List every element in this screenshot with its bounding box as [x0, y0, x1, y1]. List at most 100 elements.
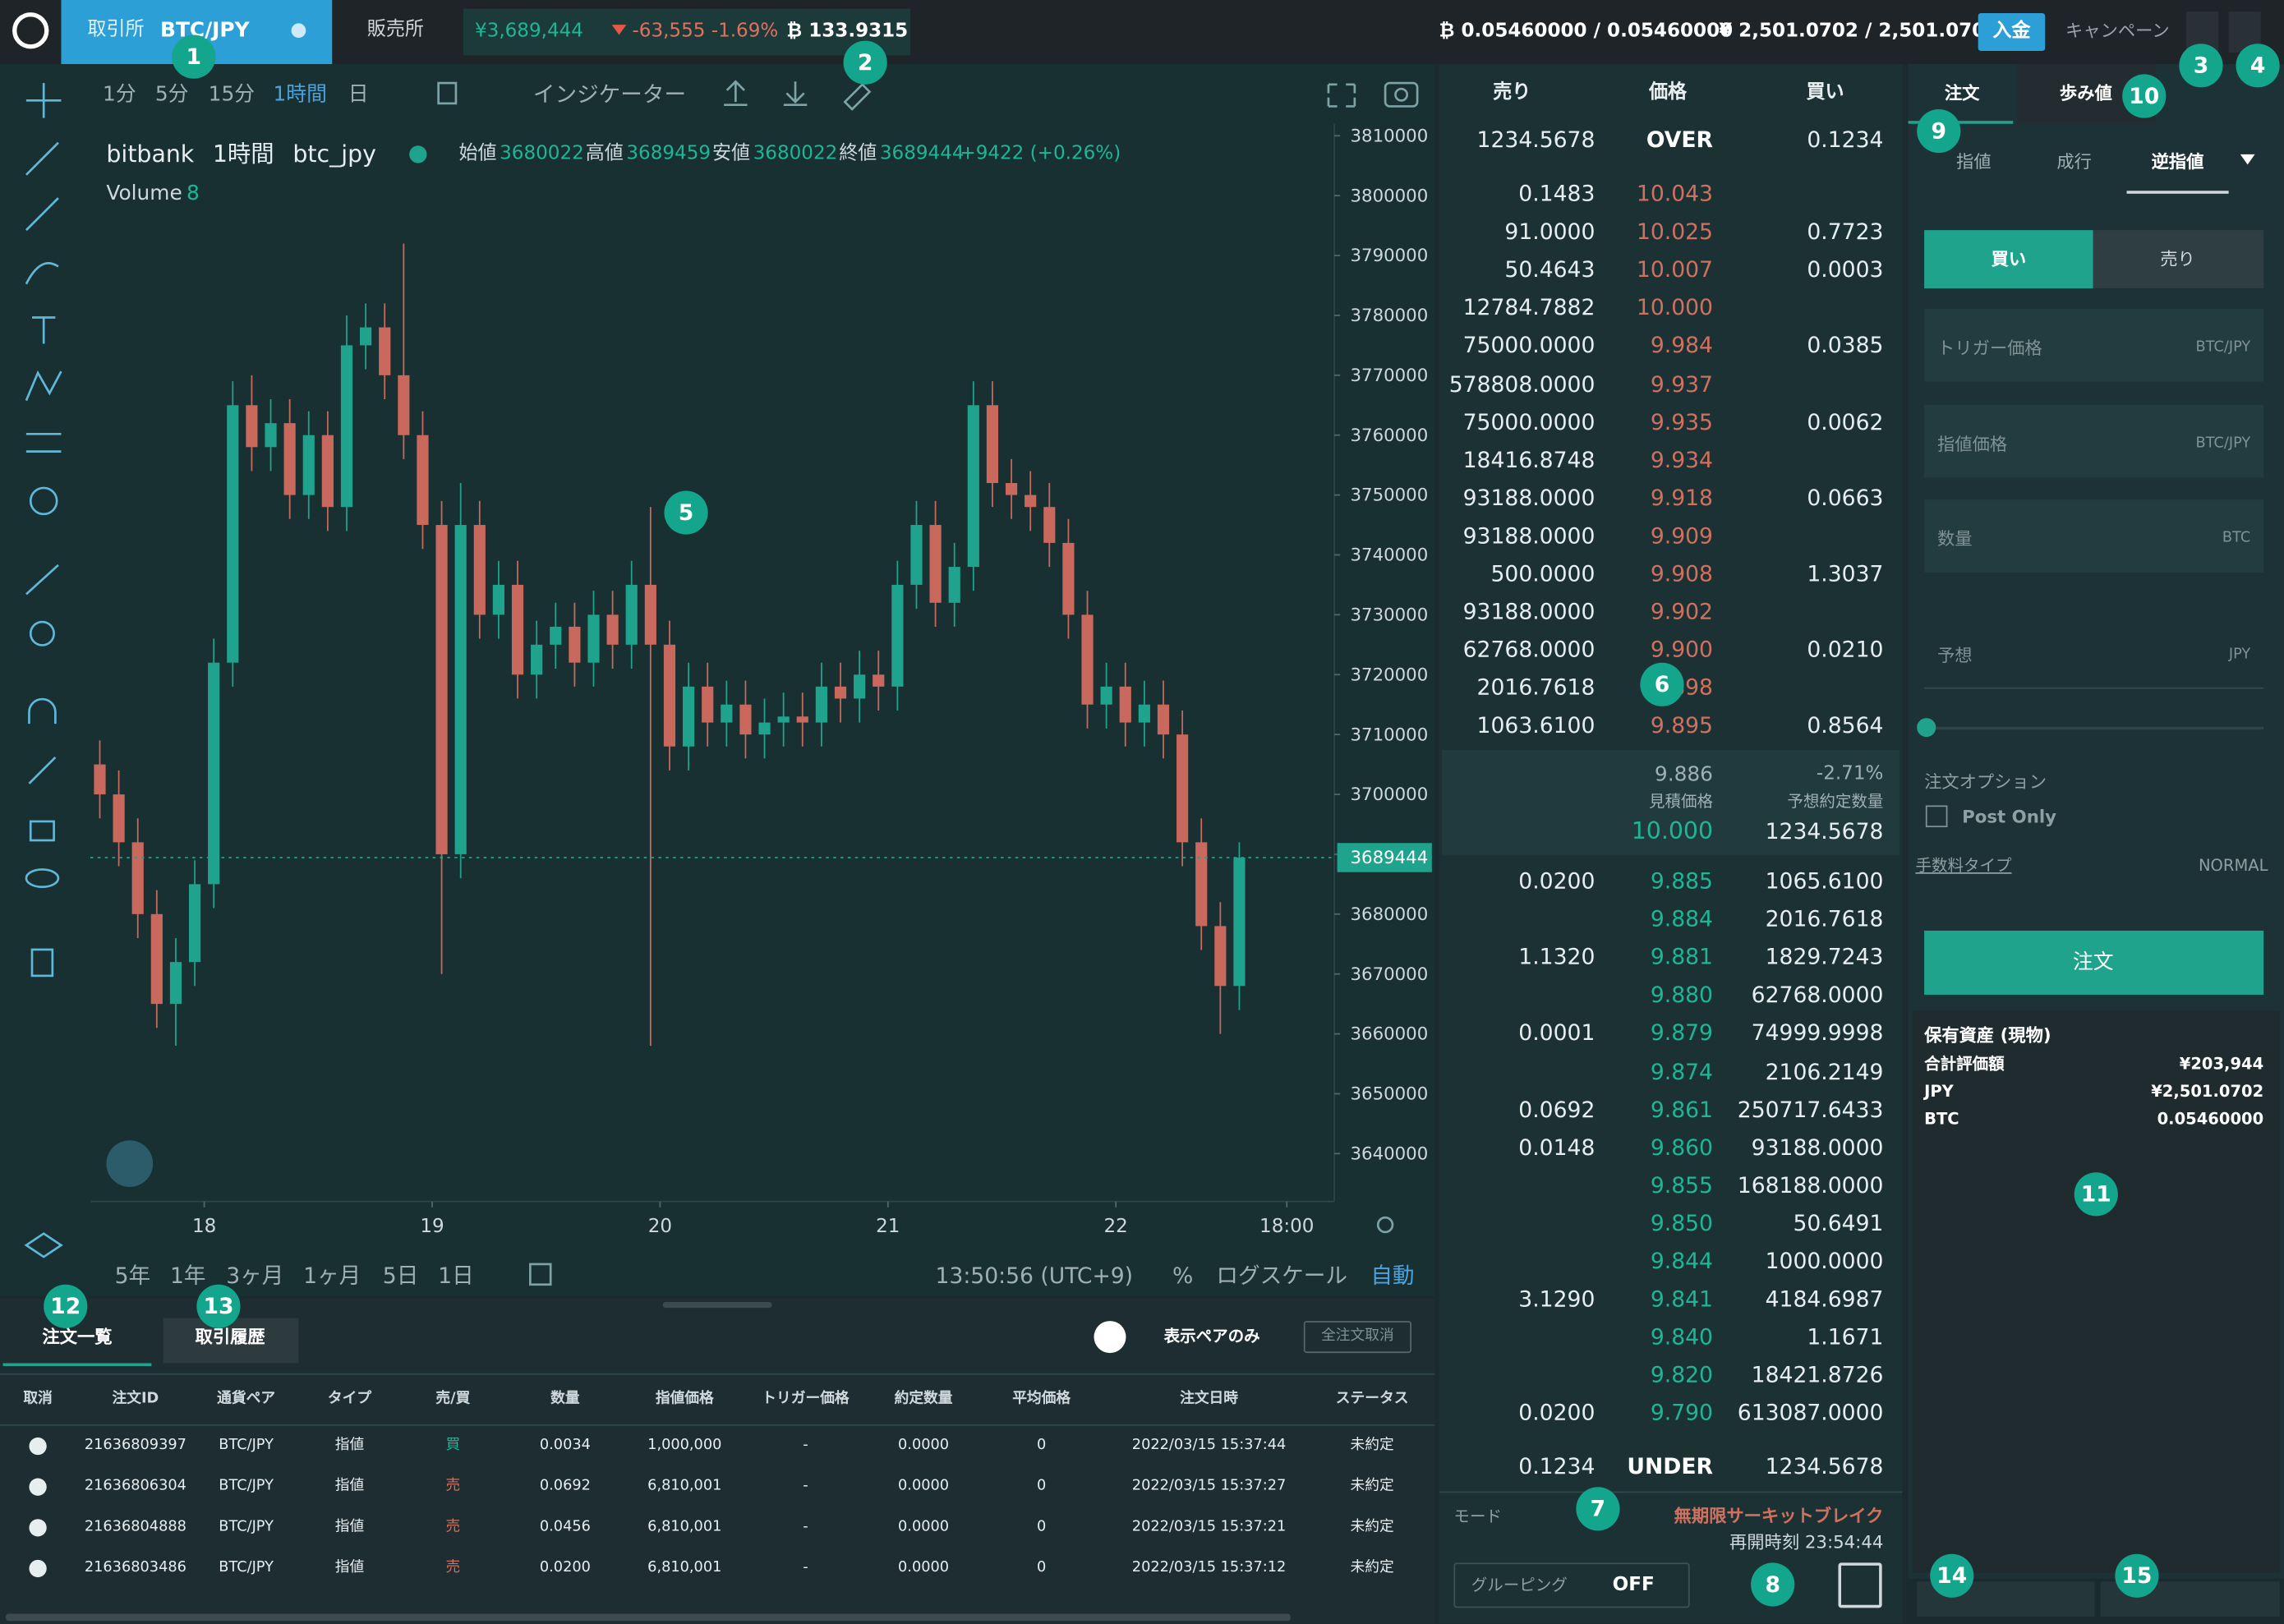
column-header: 指値価格	[655, 1391, 714, 1407]
cell: 未約定	[1350, 1478, 1394, 1495]
y-tick-label: 3800000	[1351, 186, 1429, 206]
book-amount: 250717.6433	[1737, 1096, 1884, 1123]
input-field[interactable]	[1924, 499, 2264, 573]
book-amount: 91.0000	[1504, 219, 1596, 246]
book-price: 9.909	[1650, 522, 1713, 550]
mid-change: -2.71%	[1816, 763, 1884, 785]
interval[interactable]: 日	[348, 83, 369, 107]
form-tab-label[interactable]: 注文	[1944, 83, 1980, 104]
order-type[interactable]: 成行	[2056, 151, 2092, 173]
slider-knob[interactable]	[1917, 718, 1936, 738]
cancel-icon[interactable]	[29, 1437, 47, 1456]
campaign[interactable]: キャンペーン	[2065, 20, 2170, 41]
candle-body	[625, 584, 638, 645]
book-amount: 0.0200	[1518, 867, 1596, 895]
side-buy[interactable]	[1924, 230, 2093, 289]
log-scale[interactable]: ログスケール	[1216, 1263, 1347, 1290]
candle-body	[131, 842, 144, 914]
orders-tab-active[interactable]	[2, 1318, 152, 1367]
book-amount: 1234.5678	[1476, 127, 1596, 154]
range[interactable]: 1年	[169, 1263, 206, 1290]
cell: 21636806304	[84, 1478, 186, 1495]
range[interactable]: 1ヶ月	[303, 1263, 361, 1290]
book-price: 9.879	[1650, 1019, 1713, 1047]
book-price: 9.861	[1650, 1096, 1713, 1123]
annotation-badge: 7	[1576, 1487, 1620, 1531]
book-price: 9.840	[1650, 1323, 1713, 1350]
interval[interactable]: 15分	[208, 83, 256, 107]
interval[interactable]: 1分	[103, 83, 136, 107]
column-header: 注文日時	[1180, 1391, 1239, 1407]
candle-body	[169, 962, 182, 1005]
range[interactable]: 5年	[114, 1263, 151, 1290]
toggle[interactable]	[1094, 1321, 1126, 1354]
ticker-box	[463, 8, 911, 56]
range[interactable]: 1日	[438, 1263, 474, 1290]
order-type[interactable]: 逆指値	[2151, 151, 2204, 173]
interval[interactable]: 1時間	[273, 83, 327, 107]
candle-body	[1177, 734, 1189, 843]
est-qty: 1234.5678	[1765, 818, 1884, 845]
cancel-all[interactable]	[1303, 1321, 1411, 1354]
slider-track	[1925, 726, 2264, 730]
status-dot	[409, 145, 427, 163]
y-tick-label: 3750000	[1351, 485, 1429, 506]
candle-body	[815, 686, 827, 723]
ohlc-label: 高値	[585, 142, 624, 165]
range[interactable]: 5日	[382, 1263, 419, 1290]
drawing-tools	[24, 83, 63, 1258]
candle-body	[360, 327, 372, 346]
grouping: OFF	[1612, 1574, 1655, 1597]
tab[interactable]: 取引所	[87, 19, 145, 41]
indicator[interactable]: インジケーター	[532, 81, 687, 108]
fee-type-label[interactable]: 手数料タイプ	[1915, 856, 2012, 876]
candle-body	[682, 686, 695, 747]
book-price: 9.844	[1650, 1248, 1713, 1275]
cell: 6,810,001	[647, 1559, 722, 1576]
post-only-check[interactable]	[1925, 805, 1948, 828]
column-header: 通貨ペア	[217, 1391, 276, 1407]
form-tab-label[interactable]: 歩み値	[2059, 83, 2112, 104]
tab[interactable]: 販売所	[366, 19, 424, 41]
btc-balance: ₿ 0.05460000 / 0.05460000	[1439, 20, 1734, 43]
book-amount: 0.0062	[1807, 408, 1884, 435]
interval[interactable]: 5分	[154, 83, 189, 107]
percent[interactable]: %	[1172, 1263, 1194, 1290]
input-field[interactable]	[1924, 404, 2264, 478]
auto[interactable]: 自動	[1370, 1263, 1415, 1290]
book-header: 価格	[1648, 81, 1688, 104]
pair-caret[interactable]	[291, 23, 306, 39]
cancel-icon[interactable]	[29, 1559, 47, 1578]
deposit-label: 入金	[1992, 20, 2031, 43]
grouping-box[interactable]	[1453, 1562, 1690, 1608]
candle-body	[302, 435, 315, 495]
change-arrow	[611, 25, 627, 35]
deposit-button[interactable]	[1978, 12, 2046, 52]
side-sell[interactable]	[2093, 230, 2264, 289]
y-tick-label: 3730000	[1351, 605, 1429, 625]
order-type-caret[interactable]	[2240, 154, 2255, 165]
book-price: 9.895	[1650, 712, 1713, 739]
input-field[interactable]	[1924, 308, 2264, 382]
order-type[interactable]: 指値	[1956, 151, 1992, 173]
orders-tab[interactable]	[163, 1318, 299, 1364]
candle-body	[663, 644, 676, 747]
cancel-icon[interactable]	[29, 1478, 47, 1496]
y-tick-label: 3700000	[1351, 784, 1429, 805]
mode-label: モード	[1453, 1507, 1502, 1527]
candle-body	[739, 704, 752, 735]
layout-icon[interactable]	[1838, 1562, 1882, 1608]
cell: 0	[1037, 1519, 1047, 1535]
book-amount: 18416.8748	[1462, 446, 1596, 473]
range[interactable]: 3ヶ月	[226, 1263, 284, 1290]
cancel-icon[interactable]	[29, 1519, 47, 1537]
candle-body	[550, 626, 562, 645]
field-unit: BTC	[2222, 530, 2251, 546]
book-amount: 3.1290	[1518, 1286, 1596, 1313]
candle-body	[1214, 926, 1227, 987]
book-amount: 0.1483	[1518, 180, 1596, 207]
submit-button[interactable]	[1924, 930, 2264, 995]
book-price: 9.860	[1650, 1134, 1713, 1161]
input-field[interactable]	[1924, 616, 2264, 689]
cell: -	[803, 1559, 808, 1576]
